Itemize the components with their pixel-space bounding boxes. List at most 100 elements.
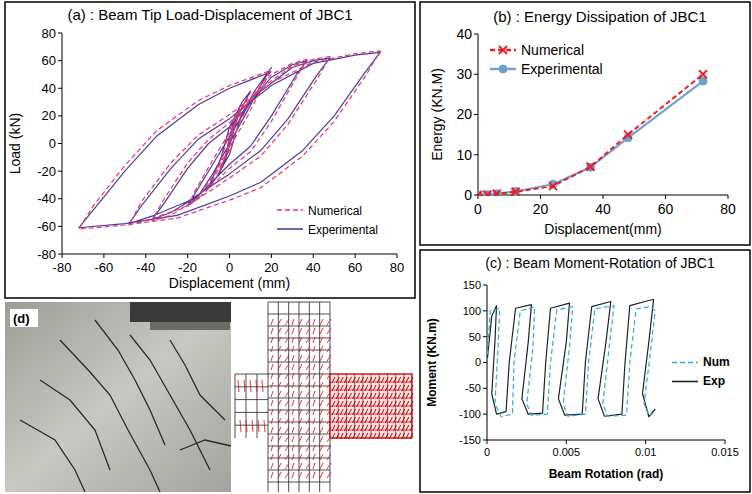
photo-crack: [180, 440, 231, 450]
crack-mark: [299, 373, 302, 379]
crack-mark: [320, 346, 323, 352]
x-axis-title: Displacement (mm): [169, 275, 290, 291]
crack-mark: [285, 436, 289, 442]
x-tick: [62, 254, 63, 258]
legend-swatch: [672, 362, 698, 364]
crack-mark: [313, 409, 315, 415]
legend-marker: [499, 46, 507, 54]
marker-x: [493, 190, 501, 196]
crack-mark: [406, 393, 409, 399]
x-tick: [603, 195, 604, 199]
crack-mark: [394, 425, 397, 431]
crack-mark: [285, 337, 289, 343]
y-axis-title: Moment (KN.m): [425, 318, 439, 407]
crack-mark: [373, 377, 376, 383]
crack-grid-line: [330, 430, 412, 431]
crack-mark: [348, 417, 351, 423]
crack-mark: [377, 433, 380, 439]
crack-mark: [353, 377, 356, 383]
crack-mark: [361, 385, 364, 391]
crack-mark: [381, 385, 384, 391]
crack-mark: [394, 393, 397, 399]
crack-mark: [398, 433, 401, 439]
crack-mark: [271, 445, 273, 451]
y-tick: [483, 285, 487, 286]
crack-mark: [340, 393, 343, 399]
crack-mark: [278, 436, 281, 442]
crack-mark: [320, 445, 323, 451]
crack-mark: [406, 401, 409, 407]
crack-mark: [271, 418, 273, 424]
crack-mark: [313, 454, 315, 460]
y-tick: [474, 114, 478, 115]
crack-mark: [369, 401, 372, 407]
crack-mark: [240, 420, 241, 432]
crack-mark: [306, 472, 310, 478]
y-tick-label: 20: [456, 106, 472, 122]
crack-grid-line: [268, 302, 269, 492]
crack-mark: [246, 420, 247, 432]
y-tick: [474, 195, 478, 196]
crack-mark: [398, 409, 401, 415]
crack-grid-line: [246, 374, 247, 438]
photo-crack: [95, 320, 165, 445]
crack-grid-line: [268, 314, 330, 315]
y-tick-label: 40: [42, 81, 56, 96]
crack-mark: [292, 409, 294, 415]
y-tick-label: 150: [463, 279, 481, 291]
crack-grid-line: [235, 386, 268, 387]
marker-x-stroke: [699, 70, 707, 78]
crack-mark: [327, 382, 331, 388]
crack-grid-line: [268, 362, 330, 363]
y-tick: [474, 154, 478, 155]
crack-mark: [320, 400, 323, 406]
legend: NumExp: [672, 355, 730, 388]
crack-mark: [313, 328, 315, 334]
photo-rig: [150, 322, 230, 330]
crack-grid-line: [235, 425, 268, 426]
y-tick-label: 10: [456, 147, 472, 163]
crack-grid-line: [235, 374, 236, 438]
crack-mark: [299, 472, 302, 478]
crack-mark: [402, 393, 405, 399]
crack-grid-line: [330, 398, 412, 399]
series-line: [478, 74, 703, 195]
marker-x-stroke: [624, 131, 632, 139]
crack-mark: [292, 463, 294, 469]
crack-mark: [336, 425, 339, 431]
crack-mark: [278, 463, 281, 469]
crack-grid-line: [268, 446, 330, 447]
crack-mark: [292, 319, 294, 325]
photo-rig: [130, 302, 231, 322]
legend-label: Num: [703, 355, 730, 369]
marker-x-stroke: [512, 188, 520, 196]
photo: [5, 302, 231, 492]
crack-mark: [340, 417, 343, 423]
crack-mark: [394, 385, 397, 391]
crack-mark: [278, 391, 281, 397]
crack-mark: [332, 377, 335, 383]
y-tick-label: -100: [459, 408, 481, 420]
crack-mark: [348, 385, 351, 391]
crack-grid-line: [330, 414, 412, 415]
photo-crack: [20, 420, 85, 492]
crack-mark: [369, 385, 372, 391]
crack-mark: [299, 319, 302, 325]
y-tick-label: -40: [37, 191, 56, 206]
crack-mark: [365, 377, 368, 383]
crack-mark: [327, 364, 331, 370]
crack-mark: [406, 433, 409, 439]
crack-mark: [278, 445, 281, 451]
crack-mark: [313, 418, 315, 424]
crack-mark: [373, 417, 376, 423]
crack-mark: [406, 409, 409, 415]
crack-mark: [271, 472, 273, 478]
x-tick-label: 80: [390, 260, 404, 275]
crack-mark: [410, 401, 413, 407]
crack-mark: [327, 454, 331, 460]
crack-grid-line: [268, 482, 330, 483]
crack-mark: [353, 417, 356, 423]
crack-grid-line: [268, 374, 330, 375]
crack-mark: [389, 393, 392, 399]
crack-mark: [327, 400, 331, 406]
